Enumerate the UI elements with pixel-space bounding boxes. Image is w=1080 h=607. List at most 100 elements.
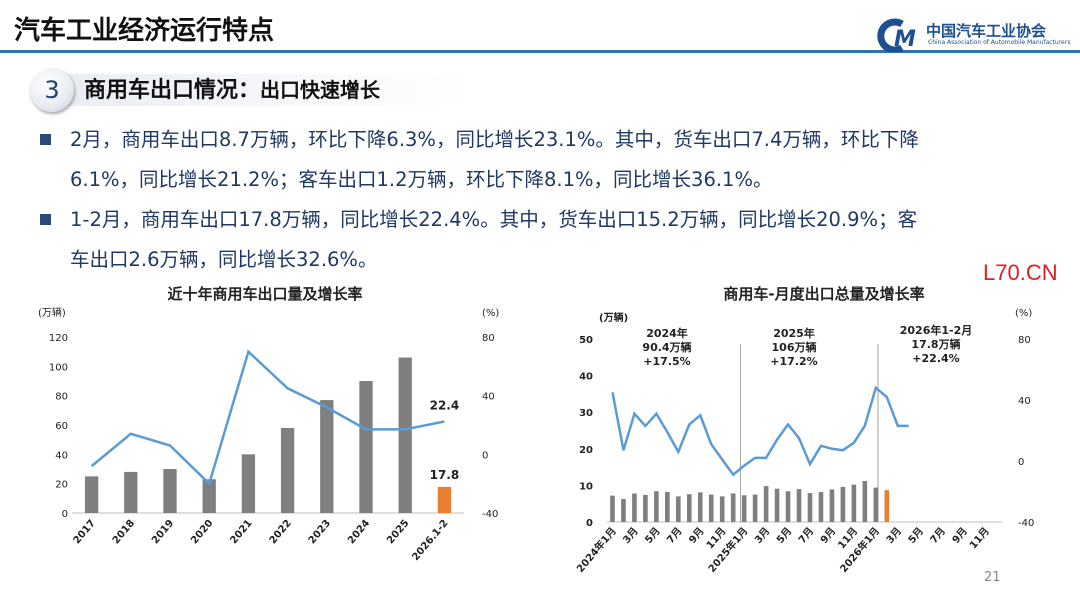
- chart2-bar: [621, 498, 626, 522]
- chart2-annotation-2024: 2024年 90.4万辆 +17.5%: [642, 326, 691, 368]
- chart1-x-label: 2026.1-2: [410, 518, 450, 563]
- chart2-x-label: 3月: [621, 525, 641, 546]
- chart2-right-axis: -40 0 40 80: [1018, 335, 1034, 529]
- chart1-bars: [84, 357, 452, 513]
- chart2-bar: [829, 489, 835, 522]
- annotation-2026-total: 17.8万辆: [911, 337, 960, 351]
- chart2-bar: [665, 491, 670, 522]
- bullet-1-line-2: 6.1%，同比增长21.2%；客车出口1.2万辆，环比下降8.1%，同比增长36…: [70, 168, 773, 191]
- chart2-x-label: 9月: [950, 525, 970, 546]
- annotation-2025-growth: +17.2%: [770, 355, 817, 368]
- chart2-left-tick: 20: [579, 445, 593, 456]
- chart2-bar: [862, 481, 868, 522]
- monthly-export-chart: 商用车-月度出口总量及增长率 (万辆) (%) 0 10 20 30 40 50 -40 0…: [574, 285, 1035, 575]
- chart1-x-label: 2017: [72, 518, 98, 546]
- chart2-x-label: 5月: [643, 525, 663, 546]
- chart1-x-labels: 2017 2018 2019 2020 2021 2022 2023 2024 20252026…: [72, 518, 451, 563]
- chart2-x-label: 7月: [796, 525, 816, 546]
- chart1-x-label: 2025: [385, 518, 411, 546]
- section-number-badge: 3: [30, 68, 74, 112]
- chart1-x-label: 2020: [189, 518, 215, 546]
- chart1-bar-2018: [124, 471, 138, 513]
- chart2-bar: [796, 489, 802, 522]
- chart1-left-axis: 0 20 40 60 80 100 120: [49, 333, 68, 520]
- annotation-2025-total: 106万辆: [772, 340, 817, 354]
- chart2-annotation-2026: 2026年1-2月 17.8万辆 +22.4%: [900, 323, 973, 365]
- bullet-2-line-2: 车出口2.6万辆，同比增长32.6%。: [70, 248, 378, 271]
- bullet-marker-2: [40, 214, 51, 225]
- chart1-bar-2022: [280, 427, 295, 513]
- chart2-x-label: 11月: [967, 525, 992, 551]
- chart2-left-tick: 10: [579, 481, 593, 492]
- chart2-bar: [884, 490, 890, 522]
- chart2-x-label: 5月: [906, 525, 926, 546]
- caam-logo-mark: M: [877, 18, 916, 54]
- chart2-bar: [697, 492, 703, 522]
- chart2-x-label: 9月: [818, 525, 838, 546]
- chart2-x-label: 5月: [774, 525, 794, 546]
- chart2-bar: [654, 491, 659, 522]
- chart1-right-unit: (%): [482, 308, 499, 319]
- chart2-bar: [851, 484, 857, 522]
- annotation-2024-total: 90.4万辆: [642, 340, 691, 354]
- chart2-growth-line: [611, 385, 909, 477]
- chart1-bar-2020: [202, 479, 216, 513]
- chart2-right-tick: -40: [1018, 518, 1034, 529]
- chart2-annotation-2025: 2025年 106万辆 +17.2%: [770, 326, 817, 368]
- chart1-bar-2023: [320, 400, 334, 513]
- page-title: 汽车工业经济运行特点: [14, 16, 275, 46]
- chart2-x-label: 3月: [752, 525, 772, 546]
- chart1-right-tick: 0: [482, 450, 488, 461]
- chart1-x-label: 2018: [111, 518, 137, 546]
- chart2-right-tick: 40: [1018, 396, 1031, 407]
- chart2-x-label: 7月: [928, 525, 948, 546]
- chart1-left-tick: 40: [55, 450, 68, 461]
- page-number: 21: [984, 570, 1001, 585]
- chart2-bar: [807, 493, 813, 522]
- chart1-left-unit: (万辆): [38, 306, 66, 319]
- annual-export-chart: 近十年商用车出口量及增长率 (万辆) (%) 0 20 40 60 80 100 120 -…: [38, 285, 499, 563]
- chart2-bar: [730, 493, 736, 522]
- chart2-bar: [840, 486, 846, 522]
- chart2-left-tick: 40: [579, 372, 593, 383]
- chart1-bar-2024: [359, 381, 373, 513]
- chart1-right-tick: 40: [482, 392, 495, 403]
- annotation-2024-growth: +17.5%: [643, 355, 690, 368]
- chart2-x-label: 3月: [884, 525, 904, 546]
- annotation-2024-year: 2024年: [646, 326, 688, 340]
- svg-text:M: M: [894, 27, 916, 52]
- annotation-2026-growth: +22.4%: [912, 352, 959, 365]
- chart2-bar: [818, 491, 824, 522]
- chart1-right-axis: -40 0 40 80: [482, 333, 498, 520]
- chart2-right-tick: 0: [1018, 457, 1024, 468]
- chart2-bar: [785, 491, 791, 522]
- watermark-text: L70.CN: [983, 260, 1058, 285]
- chart1-left-tick: 80: [55, 392, 68, 403]
- chart1-bar-2025: [398, 357, 412, 513]
- chart1-title: 近十年商用车出口量及增长率: [167, 285, 362, 303]
- chart2-bar: [708, 494, 714, 522]
- logo-subtitle: China Association of Automobile Manufact…: [928, 39, 1071, 46]
- chart2-left-tick: 0: [586, 518, 593, 529]
- chart2-left-tick: 50: [579, 335, 593, 346]
- chart2-x-label: 2024年1月: [574, 525, 619, 575]
- chart2-bar: [752, 494, 758, 522]
- section-title-main: 商用车出口情况：: [84, 78, 261, 103]
- chart2-bar: [741, 495, 747, 522]
- chart2-right-unit: (%): [1015, 308, 1032, 319]
- chart1-line-data-label: 22.4: [430, 398, 460, 412]
- chart1-x-label: 2023: [307, 518, 333, 546]
- section-title-sub: 出口快速增长: [260, 78, 381, 102]
- chart2-bar: [676, 496, 681, 522]
- chart1-x-label: 2021: [228, 518, 254, 546]
- annotation-2025-year: 2025年: [773, 326, 815, 340]
- chart1-left-tick: 120: [49, 333, 68, 344]
- chart2-bar: [719, 496, 725, 522]
- bullet-marker-1: [40, 134, 51, 145]
- chart1-x-label: 2019: [150, 518, 176, 546]
- section-title: 商用车出口情况：出口快速增长: [84, 74, 380, 107]
- chart2-x-label: 9月: [686, 525, 706, 546]
- chart2-right-tick: 80: [1018, 335, 1031, 346]
- chart1-x-label: 2024: [346, 518, 372, 546]
